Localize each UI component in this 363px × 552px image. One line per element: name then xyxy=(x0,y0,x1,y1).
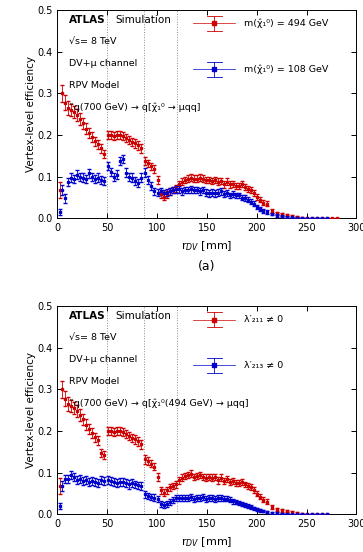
Text: ˜q(700 GeV) → q[χ̂₁⁰(494 GeV) → μqq]: ˜q(700 GeV) → q[χ̂₁⁰(494 GeV) → μqq] xyxy=(69,399,249,408)
Text: Simulation: Simulation xyxy=(116,311,172,321)
Text: λ′₂₁₃ ≠ 0: λ′₂₁₃ ≠ 0 xyxy=(244,361,284,370)
Text: m(χ̂₁⁰) = 494 GeV: m(χ̂₁⁰) = 494 GeV xyxy=(244,19,329,28)
Text: √s= 8 TeV: √s= 8 TeV xyxy=(69,37,117,46)
Text: DV+μ channel: DV+μ channel xyxy=(69,355,138,364)
Text: ˜q(700 GeV) → q[χ̂₁⁰ → μqq]: ˜q(700 GeV) → q[χ̂₁⁰ → μqq] xyxy=(69,103,201,112)
Text: ATLAS: ATLAS xyxy=(69,311,106,321)
Text: √s= 8 TeV: √s= 8 TeV xyxy=(69,333,117,342)
Text: ATLAS: ATLAS xyxy=(69,15,106,25)
X-axis label: r$_{DV}$ [mm]: r$_{DV}$ [mm] xyxy=(181,239,233,253)
Y-axis label: Vertex-level efficiency: Vertex-level efficiency xyxy=(26,352,36,468)
Text: λ′₂₁₁ ≠ 0: λ′₂₁₁ ≠ 0 xyxy=(244,315,284,324)
Y-axis label: Vertex-level efficiency: Vertex-level efficiency xyxy=(26,56,36,172)
Text: RPV Model: RPV Model xyxy=(69,81,119,90)
Text: RPV Model: RPV Model xyxy=(69,377,119,386)
Text: (a): (a) xyxy=(198,260,216,273)
Text: Simulation: Simulation xyxy=(116,15,172,25)
Text: DV+μ channel: DV+μ channel xyxy=(69,59,138,68)
Text: m(χ̂₁⁰) = 108 GeV: m(χ̂₁⁰) = 108 GeV xyxy=(244,65,329,74)
X-axis label: r$_{DV}$ [mm]: r$_{DV}$ [mm] xyxy=(181,535,233,549)
